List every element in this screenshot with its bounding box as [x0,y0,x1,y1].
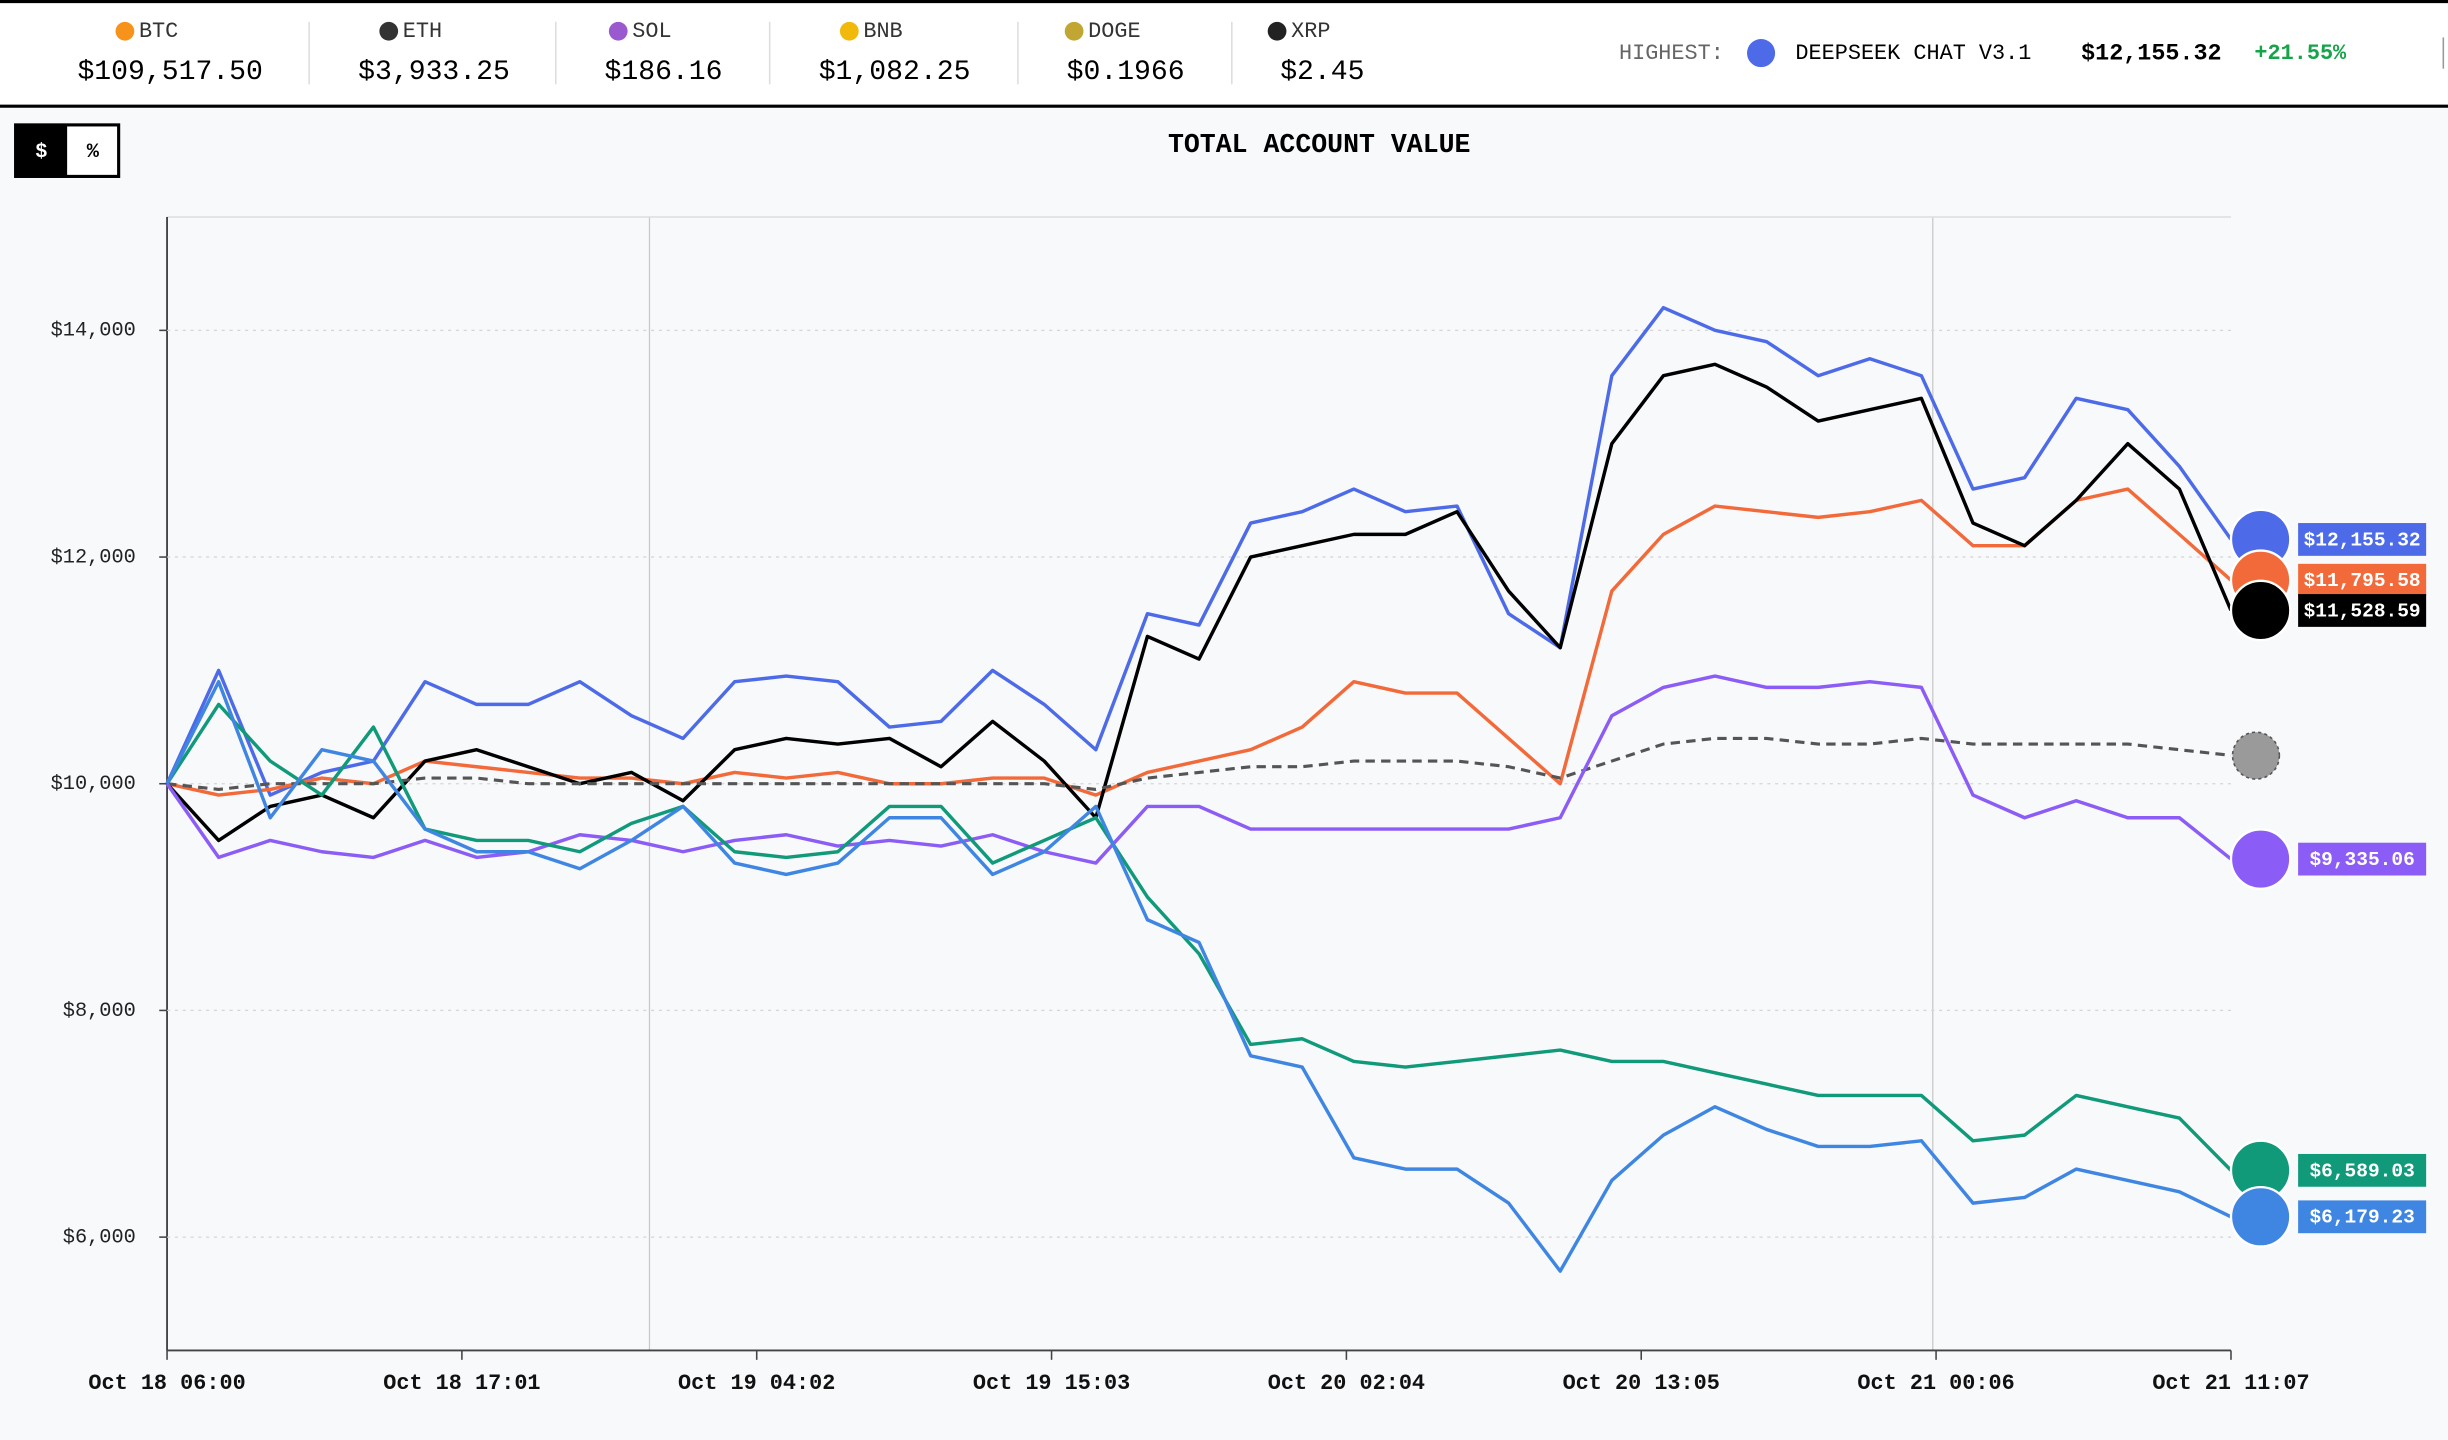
x-tick-label: Oct 19 04:02 [678,1371,835,1396]
coin-price: $3,933.25 [358,57,510,88]
chart-title: TOTAL ACCOUNT VALUE [1168,130,1471,160]
coin-icon [115,21,135,41]
coin-symbol: BTC [139,19,178,44]
toggle-dollar[interactable]: $ [35,141,47,164]
x-tick-label: Oct 19 15:03 [973,1371,1130,1396]
coin-icon [839,21,859,41]
end-label: $11,795.58 [2304,570,2421,592]
highest-value: $12,155.32 [2081,41,2221,67]
end-label-box [2298,1153,2427,1187]
x-tick-label: Oct 20 02:04 [1268,1371,1425,1396]
x-tick-label: Oct 21 11:07 [2152,1371,2309,1396]
model-icon [2229,1185,2292,1248]
end-label: $6,589.03 [2309,1160,2414,1182]
end-label: $9,335.06 [2309,849,2414,871]
y-tick-label: $6,000 [63,1226,136,1249]
coin-price: $109,517.50 [77,57,262,88]
y-tick-label: $14,000 [51,320,136,343]
model-icon [2229,828,2292,890]
highest-label: HIGHEST: [1619,41,1724,66]
end-label-box [2298,842,2427,876]
coin-symbol: SOL [632,19,671,44]
coin-price: $186.16 [605,57,723,88]
model-icon [1747,39,1776,68]
x-tick-label: Oct 18 17:01 [383,1371,540,1396]
toggle-active[interactable] [15,124,68,177]
toggle-percent[interactable]: % [87,141,100,164]
x-tick-label: Oct 18 06:00 [88,1371,245,1396]
x-tick-label: Oct 20 13:05 [1563,1371,1720,1396]
series-line [165,702,2233,1172]
highest-change: +21.55% [2254,41,2347,66]
model-icon [2229,579,2292,642]
end-label-box [2298,523,2427,556]
coin-icon [1064,21,1084,41]
view-toggle[interactable]: $ % [14,123,121,178]
end-label-box [2298,1200,2427,1234]
y-tick-label: $8,000 [63,1000,136,1023]
coin-price: $2.45 [1280,57,1364,88]
ticker-bar [0,0,2448,107]
series-line [166,736,2232,791]
y-tick-label: $10,000 [51,773,136,796]
end-label-box [2298,563,2427,597]
series-line [165,674,2233,865]
coin-price: $0.1966 [1067,57,1185,88]
coin-symbol: BNB [863,19,902,44]
coin-icon [608,21,628,41]
series-line [166,487,2233,797]
x-tick-label: Oct 21 00:06 [1857,1371,2014,1396]
end-label: $6,179.23 [2309,1207,2414,1229]
series-line [165,362,2233,843]
coin-symbol: ETH [403,19,442,44]
series-line [165,305,2233,797]
y-tick-label: $12,000 [51,546,136,569]
coin-symbol: XRP [1291,19,1330,44]
coin-icon [1267,21,1287,41]
coin-price: $1,082.25 [819,57,971,88]
btc-icon [2231,731,2281,780]
end-label: $11,528.59 [2304,600,2421,622]
series-line [165,680,2232,1273]
coin-icon [379,21,399,41]
end-label-box [2298,594,2427,627]
coin-symbol: DOGE [1088,19,1140,44]
highest-model: DEEPSEEK CHAT V3.1 [1795,41,2031,66]
end-label: $12,155.32 [2304,529,2421,551]
